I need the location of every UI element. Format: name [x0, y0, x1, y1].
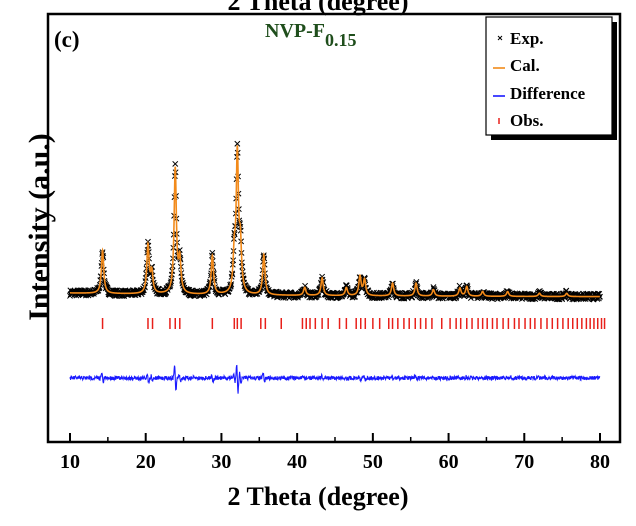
- sample-subscript: 0.15: [324, 30, 357, 50]
- plot-frame: [46, 12, 622, 444]
- exp-point: [315, 292, 322, 298]
- exp-point: [597, 293, 603, 300]
- exp-point: [172, 160, 179, 167]
- legend-exp-marker: [497, 35, 503, 41]
- difference-series: [69, 364, 601, 394]
- legend-label: Obs.: [510, 111, 544, 130]
- legend-label: Cal.: [510, 56, 540, 75]
- legend: Exp. Cal. Difference Obs.: [485, 16, 617, 140]
- legend-box: [485, 16, 613, 136]
- legend-label: Difference: [510, 84, 586, 103]
- sample-label: NVP-F0.15: [265, 20, 356, 50]
- x-tick-label: 50: [363, 451, 383, 473]
- x-tick-label: 20: [136, 451, 156, 473]
- x-axis-label: 2 Theta (degree): [227, 482, 409, 511]
- sample-name: NVP-F: [265, 20, 325, 42]
- y-axis-label: Intensity (a.u.): [23, 133, 56, 321]
- exp-series: [67, 140, 603, 303]
- cal-series: [70, 145, 600, 298]
- plot-area: [67, 140, 606, 394]
- x-axis: 10 20 30 40 50 60 70 80: [46, 12, 622, 473]
- x-tick-label: 30: [211, 451, 231, 473]
- exp-point: [209, 249, 216, 256]
- panel-label: (c): [54, 27, 80, 52]
- exp-point: [302, 282, 309, 289]
- exp-point: [234, 140, 241, 147]
- x-tick-label: 70: [514, 451, 534, 473]
- x-tick-label: 80: [590, 451, 610, 473]
- x-tick-label: 60: [439, 451, 459, 473]
- top-clipped-axis-label: 2 Theta (degree): [227, 0, 409, 16]
- legend-label: Exp.: [510, 29, 544, 48]
- x-tick-label: 10: [60, 451, 80, 473]
- obs-series: [101, 318, 606, 329]
- x-tick-label: 40: [287, 451, 307, 473]
